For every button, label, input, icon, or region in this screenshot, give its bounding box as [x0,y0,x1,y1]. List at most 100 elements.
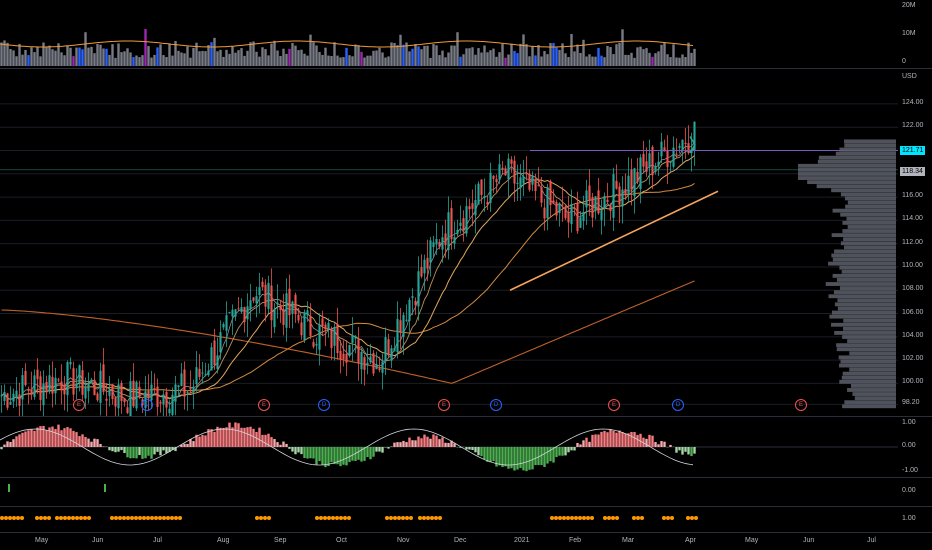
candle-body [378,368,381,371]
volume-bar [597,47,600,66]
volume-bar [327,55,330,66]
candle-body [57,379,60,381]
candle-body [564,206,567,219]
price-chart[interactable] [0,69,898,416]
oscillator-bar [603,430,606,447]
oscillator-bar [363,447,366,461]
signal-dot [174,516,178,520]
oscillator-bar [573,447,576,451]
oscillator-bar [441,437,444,447]
candle-body [66,362,69,396]
oscillator-bar [678,447,681,451]
volume-bar [537,45,540,66]
candle-body [120,383,123,402]
oscillator-bar [459,447,462,448]
earnings-event-marker[interactable]: E [438,399,450,411]
dividend-event-marker[interactable]: D [141,399,153,411]
candle-body [450,208,453,240]
oscillator-bar [204,435,207,447]
signal-dot [603,516,607,520]
oscillator-bar [141,447,144,459]
candle-body [228,312,231,314]
candle-body [438,241,441,247]
volume-bar [444,57,447,66]
oscillator-bar [579,444,582,447]
candle-body [426,257,429,269]
oscillator-bar [417,436,420,447]
candle-body [444,233,447,246]
candle-body [429,240,432,263]
oscillator-bar [87,438,90,447]
volume-bar [108,54,111,66]
candle-body [411,296,414,298]
oscillator-bar [45,429,48,447]
candle-body [393,348,396,352]
pane-divider[interactable] [0,68,932,69]
volume-profile-bar [844,143,896,148]
volume-bar [516,53,519,66]
volume-bar [681,54,684,66]
oscillator-bar [213,431,216,447]
candle-body [525,173,528,175]
signal-dot [138,516,142,520]
volume-bar [135,55,138,66]
volume-bar [432,44,435,66]
pane-divider[interactable] [0,506,932,507]
oscillator-bar [366,447,369,458]
volume-bar [33,52,36,66]
volume-profile-bar [849,367,896,372]
trendline [509,190,719,291]
oscillator-bar [246,427,249,447]
pane-divider[interactable] [0,416,932,417]
earnings-event-marker[interactable]: E [258,399,270,411]
oscillator-bar [489,447,492,463]
volume-bar [306,55,309,66]
volume-bar [54,50,57,66]
pane-divider[interactable] [0,477,932,478]
oscillator-bar [336,447,339,465]
candle-body [363,357,366,370]
signal-dot [558,516,562,520]
oscillator-bar [471,447,474,451]
oscillator-bar [183,443,186,447]
volume-bar [450,45,453,66]
indicator2-pane [0,478,898,506]
time-axis-label: Jun [92,537,104,544]
volume-bar [396,45,399,66]
candle-body [186,391,189,393]
signal-dot [35,516,39,520]
candle-body [630,169,633,190]
volume-bar [609,47,612,66]
signal-dot [154,516,158,520]
dividend-event-marker[interactable]: D [672,399,684,411]
oscillator-bar [159,447,162,456]
price-pane[interactable] [0,69,898,416]
oscillator-bar [96,439,99,447]
candle-body [87,383,90,392]
earnings-event-marker[interactable]: E [73,399,85,411]
candle-body [60,381,63,391]
volume-profile-bar [837,298,896,303]
time-axis-label: May [745,537,759,544]
volume-bar [138,57,141,66]
volume-profile-bar [818,155,896,160]
oscillator-bar [408,437,411,447]
volume-bar [183,53,186,66]
volume-bar [615,44,618,66]
volume-profile-bar [831,188,896,193]
earnings-event-marker[interactable]: E [608,399,620,411]
oscillator-bar [315,447,318,465]
price-axis[interactable]: USD 124.00122.00120.00118.00116.00114.00… [898,69,932,416]
dividend-event-marker[interactable]: D [318,399,330,411]
candle-body [414,300,417,306]
candle-body [102,364,105,392]
earnings-event-marker[interactable]: E [795,399,807,411]
volume-bar [501,44,504,66]
volume-bar [636,47,639,66]
volume-bar [387,56,390,66]
dividend-event-marker[interactable]: D [490,399,502,411]
signal-dot [71,516,75,520]
candle-body [291,301,294,314]
volume-bar [279,56,282,66]
volume-profile-bar [841,375,896,380]
